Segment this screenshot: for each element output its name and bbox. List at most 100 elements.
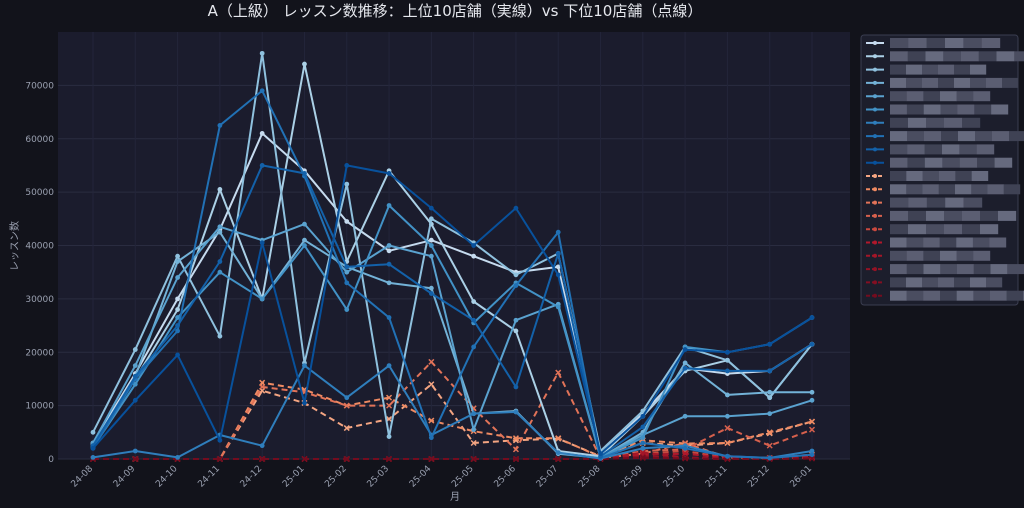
- data-point: [90, 445, 96, 451]
- series-line: [93, 360, 813, 460]
- data-point: [512, 446, 519, 453]
- data-point: [512, 435, 519, 442]
- legend-label-redacted: [940, 264, 958, 275]
- legend-label-redacted: [994, 157, 1013, 168]
- legend-label-redacted: [923, 237, 940, 248]
- data-point: [598, 451, 603, 457]
- legend: [860, 34, 1024, 306]
- data-point: [682, 360, 688, 366]
- legend-label-redacted: [922, 77, 939, 88]
- legend-item: [866, 131, 1024, 142]
- x-tick-label: 24-10: [154, 464, 180, 490]
- data-point: [90, 429, 96, 435]
- y-tick-label: 40000: [25, 242, 54, 252]
- data-point: [386, 434, 392, 439]
- legend-label-redacted: [973, 290, 991, 301]
- legend-label-redacted: [961, 51, 979, 62]
- data-point: [428, 291, 434, 296]
- x-tick-label: 24-09: [112, 464, 138, 490]
- data-point: [809, 452, 815, 458]
- data-point: [175, 275, 180, 280]
- data-point: [259, 296, 265, 302]
- data-point: [682, 445, 688, 451]
- legend-label-redacted: [977, 157, 995, 168]
- legend-label-redacted: [890, 51, 908, 62]
- legend-label-redacted: [924, 157, 943, 168]
- data-point: [471, 344, 477, 350]
- x-axis-label: 月: [450, 491, 460, 503]
- legend-label-redacted: [987, 184, 1004, 195]
- legend-label-redacted: [890, 171, 907, 181]
- data-point: [809, 397, 815, 403]
- legend-label-redacted: [954, 77, 971, 88]
- data-point: [767, 455, 773, 461]
- data-point: [386, 315, 392, 320]
- legend-label-redacted: [992, 131, 1010, 142]
- data-point: [343, 425, 350, 432]
- legend-label-redacted: [975, 131, 993, 142]
- legend-label-redacted: [926, 197, 946, 208]
- legend-item: [866, 290, 1024, 301]
- data-point: [767, 389, 773, 395]
- data-point: [555, 435, 562, 442]
- legend-label-redacted: [890, 184, 907, 195]
- legend-label-redacted: [990, 264, 1008, 275]
- data-point: [259, 50, 265, 56]
- x-tick-label: 25-01: [281, 464, 307, 490]
- legend-marker: [873, 200, 877, 205]
- legend-label-redacted: [908, 210, 927, 221]
- legend-item: [866, 224, 999, 235]
- legend-label-redacted: [989, 237, 1007, 248]
- legend-label-redacted: [944, 117, 963, 128]
- data-point: [639, 454, 646, 461]
- data-point: [90, 454, 96, 460]
- data-point: [512, 455, 519, 463]
- legend-item: [866, 117, 981, 128]
- legend-label-redacted: [906, 64, 923, 75]
- data-point: [725, 453, 730, 459]
- legend-label-redacted: [926, 210, 945, 221]
- data-point: [555, 455, 562, 463]
- legend-label-redacted: [971, 184, 988, 195]
- y-tick-label: 20000: [25, 348, 54, 358]
- series-layer: [89, 50, 816, 463]
- legend-label-redacted: [1002, 77, 1019, 88]
- legend-item: [866, 77, 1019, 88]
- data-point: [725, 413, 730, 419]
- data-point: [217, 187, 223, 192]
- data-point: [808, 418, 816, 425]
- data-point: [386, 261, 392, 267]
- legend-label-redacted: [956, 237, 974, 248]
- legend-item: [866, 144, 995, 155]
- data-point: [386, 455, 393, 463]
- legend-marker: [873, 80, 877, 85]
- data-point: [344, 269, 350, 275]
- legend-label-redacted: [890, 77, 907, 88]
- legend-label-redacted: [956, 290, 974, 301]
- y-tick-label: 0: [48, 455, 54, 465]
- data-point: [344, 395, 350, 401]
- data-point: [344, 163, 350, 168]
- legend-label-redacted: [890, 91, 907, 102]
- legend-label-redacted: [890, 38, 909, 48]
- data-point: [808, 426, 816, 433]
- legend-label-redacted: [996, 51, 1015, 62]
- x-tick-label: 24-12: [239, 464, 265, 490]
- legend-marker: [873, 213, 877, 218]
- legend-marker: [873, 134, 877, 139]
- legend-label-redacted: [945, 197, 964, 208]
- legend-label-redacted: [906, 91, 924, 102]
- series-20: [89, 454, 816, 463]
- legend-label-redacted: [939, 171, 956, 181]
- data-point: [555, 251, 561, 256]
- data-point: [386, 248, 392, 254]
- data-point: [301, 455, 308, 463]
- legend-label-redacted: [908, 38, 927, 48]
- data-point: [555, 264, 561, 270]
- data-point: [132, 455, 139, 463]
- legend-label-redacted: [922, 184, 939, 195]
- legend-label-redacted: [938, 277, 955, 288]
- legend-label-redacted: [945, 38, 964, 48]
- data-point: [175, 328, 180, 334]
- legend-label-redacted: [971, 171, 989, 181]
